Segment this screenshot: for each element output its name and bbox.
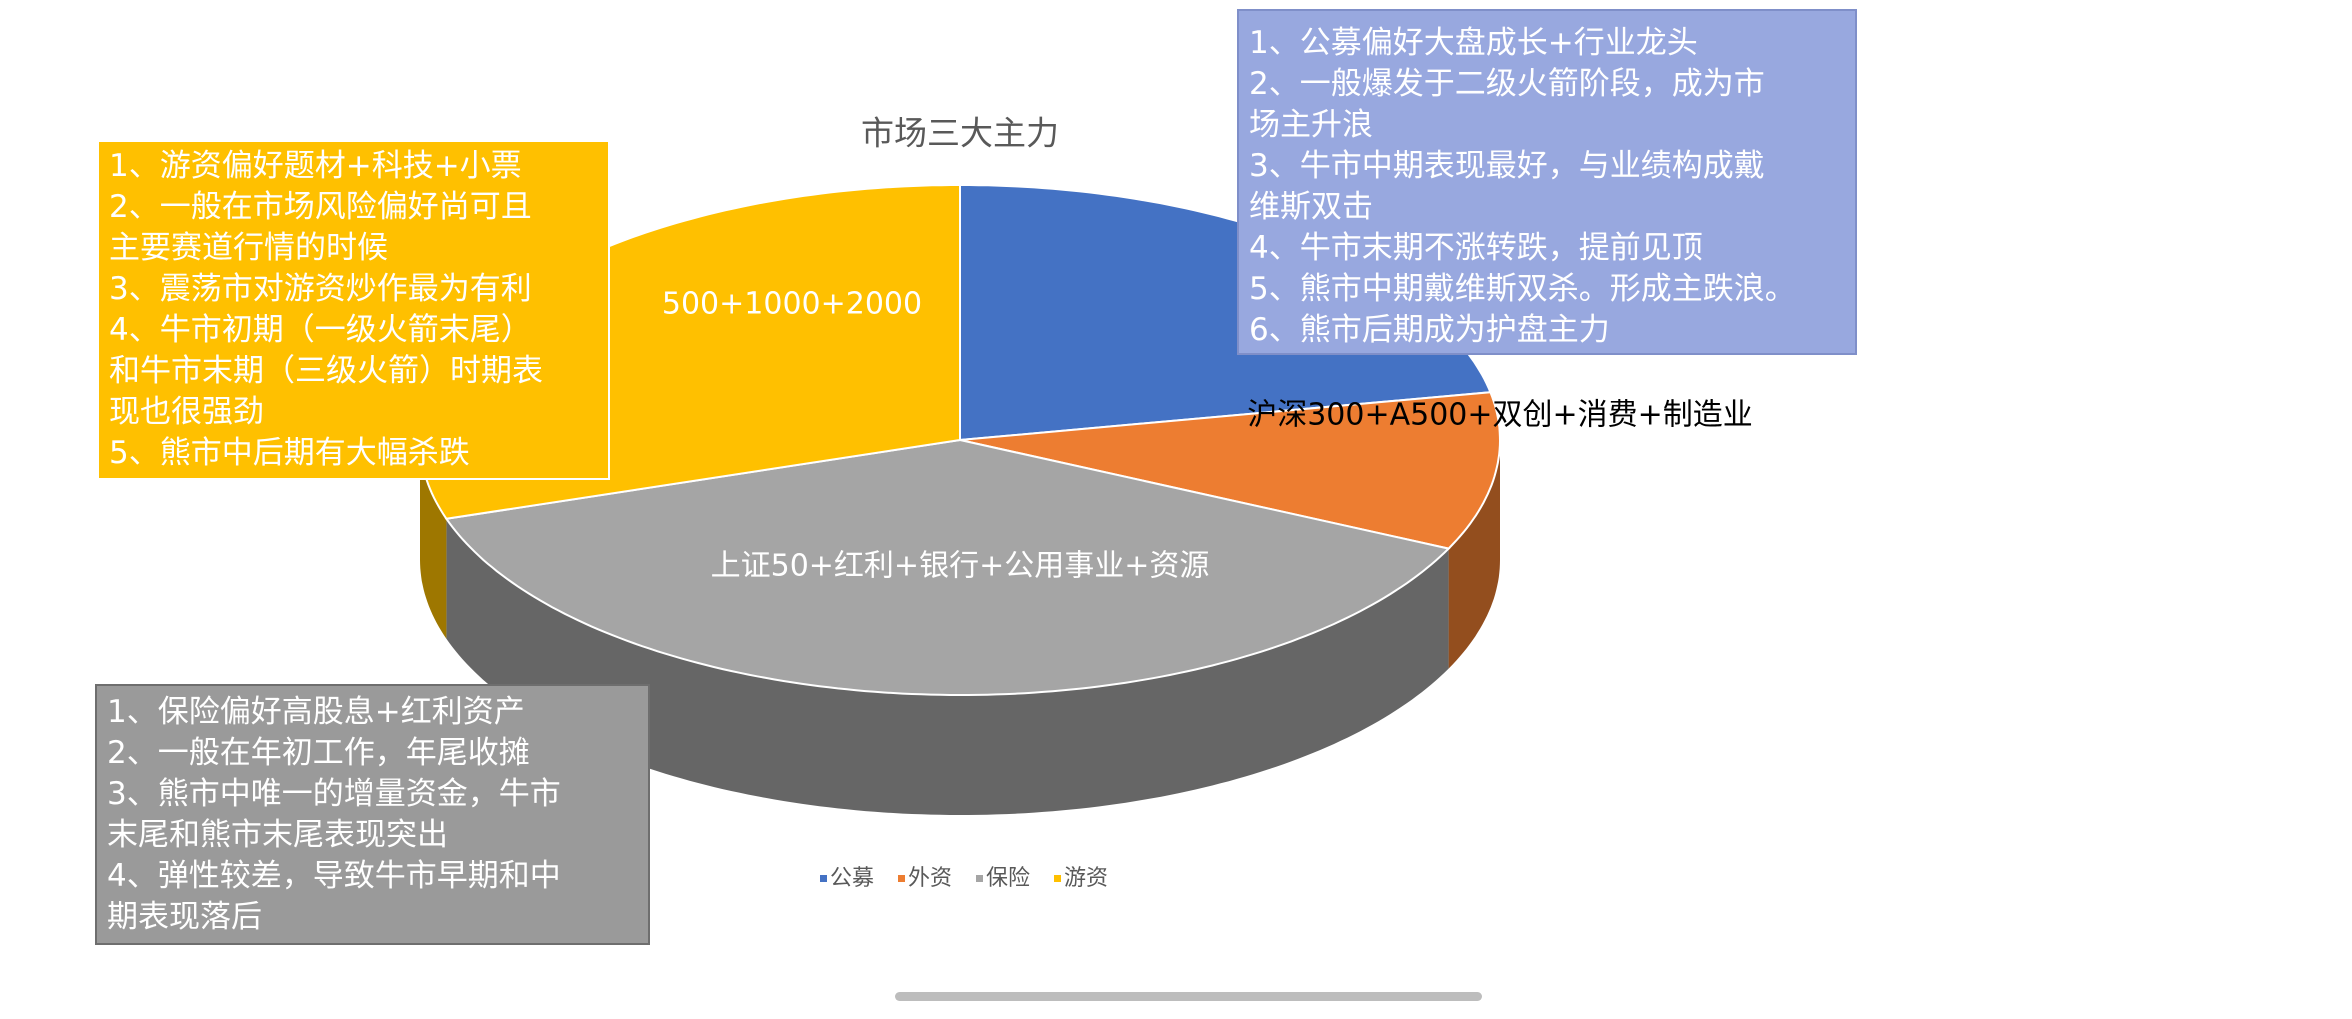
annotation-line: 1、保险偏好高股息+红利资产: [107, 694, 525, 730]
annotation-line: 1、公募偏好大盘成长+行业龙头: [1249, 25, 1698, 61]
legend-label: 外资: [908, 866, 952, 891]
annotation-line: 主要赛道行情的时候: [109, 230, 388, 266]
annotation-line: 2、一般在年初工作，年尾收摊: [107, 735, 530, 771]
annotation-line: 1、游资偏好题材+科技+小票: [109, 148, 522, 184]
annotation-line: 现也很强劲: [109, 394, 264, 430]
legend-label: 公募: [830, 866, 874, 891]
slice: [444, 438, 1451, 696]
annotation-line: 3、牛市中期表现最好，与业绩构成戴: [1249, 148, 1765, 184]
scrollbar: [895, 992, 1482, 1001]
annotation-line: 2、一般爆发于二级火箭阶段，成为市: [1249, 66, 1765, 102]
pie-top: [418, 184, 1502, 696]
legend-label: 保险: [986, 866, 1030, 891]
annotation-line: 2、一般在市场风险偏好尚可且: [109, 189, 532, 225]
legend-marker: [820, 875, 827, 882]
annotation-line: 期表现落后: [107, 899, 262, 935]
annotation-line: 4、弹性较差，导致牛市早期和中: [107, 858, 561, 894]
annotation-line: 3、震荡市对游资炒作最为有利: [109, 271, 532, 307]
annotation-line: 和牛市末期（三级火箭）时期表: [109, 353, 543, 389]
annotation-line: 维斯双击: [1249, 189, 1373, 225]
slice-side: [446, 518, 1449, 815]
annotation-box: 1、保险偏好高股息+红利资产 2、一般在年初工作，年尾收摊 3、熊市中唯一的增量资金…: [95, 684, 650, 945]
annotation-line: 场主升浪: [1249, 107, 1373, 143]
annotation-line: 4、牛市初期（一级火箭末尾）: [109, 312, 532, 348]
legend-label: 游资: [1064, 866, 1108, 891]
annotation-line: 5、熊市中期戴维斯双杀。形成主跌浪。: [1249, 271, 1796, 307]
annotation-line: 4、牛市末期不涨转跌，提前见顶: [1249, 230, 1703, 266]
slice-label: 500+1000+2000: [662, 287, 922, 322]
chart-title: 市场三大主力: [861, 114, 1059, 153]
slice-label: 上证50+红利+银行+公用事业+资源: [711, 549, 1210, 584]
slice: [959, 391, 1502, 550]
annotation-line: 6、熊市后期成为护盘主力: [1249, 312, 1610, 348]
annotation-box: 1、游资偏好题材+科技+小票 2、一般在市场风险偏好尚可且 主要赛道行情的时候 3、震…: [97, 140, 610, 480]
legend-marker: [976, 875, 983, 882]
slice-label: 沪深300+A500+双创+消费+制造业: [1247, 398, 1753, 433]
legend-marker: [1054, 875, 1061, 882]
annotation-line: 5、熊市中后期有大幅杀跌: [109, 435, 470, 471]
annotation-line: 末尾和熊市末尾表现突出: [107, 817, 448, 853]
annotation-line: 3、熊市中唯一的增量资金，牛市: [107, 776, 561, 812]
slice-side: [420, 440, 447, 639]
annotation-box: 1、公募偏好大盘成长+行业龙头 2、一般爆发于二级火箭阶段，成为市 场主升浪 3、牛市…: [1237, 9, 1857, 355]
legend-marker: [898, 875, 905, 882]
